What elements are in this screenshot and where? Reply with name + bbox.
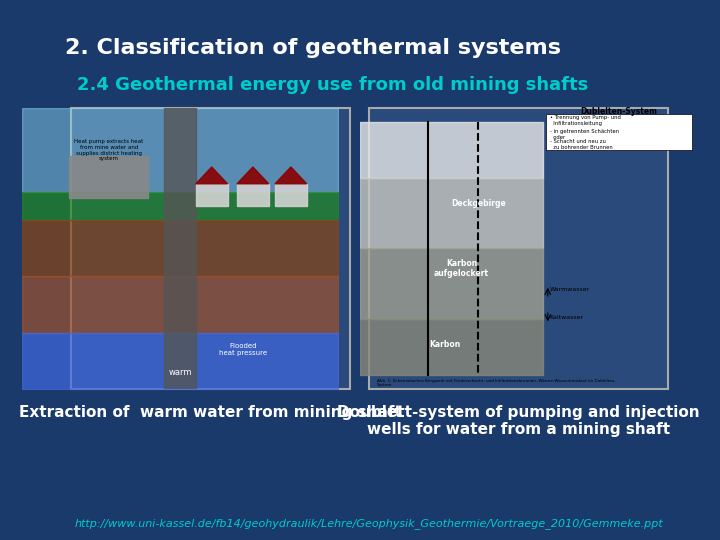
Text: http://www.uni-kassel.de/fb14/geohydraulik/Lehre/Geophysik_Geothermie/Vortraege_: http://www.uni-kassel.de/fb14/geohydraul…	[75, 518, 664, 529]
Polygon shape	[275, 167, 307, 184]
Bar	[164, 108, 196, 389]
FancyBboxPatch shape	[369, 108, 667, 389]
Text: Doublett-system of pumping and injection
wells for water from a mining shaft: Doublett-system of pumping and injection…	[337, 405, 700, 437]
Text: • Trennung von Pump- und
  Infiltrationsleitung: • Trennung von Pump- und Infiltrationsle…	[549, 115, 621, 126]
Text: Karbon: Karbon	[429, 340, 460, 349]
Bar	[69, 156, 148, 198]
Text: Warmwasser: Warmwasser	[549, 287, 590, 292]
Text: Heat pump extracts heat
from mine water and
supplies district heating
system: Heat pump extracts heat from mine water …	[74, 139, 143, 161]
Text: Abb. 1: Schematisches Bergwerk mit Förderschacht- und Infiltrationsbrunnen, Wärm: Abb. 1: Schematisches Bergwerk mit Förde…	[377, 379, 616, 387]
Bar	[196, 184, 228, 206]
Text: Deckgebirge: Deckgebirge	[451, 199, 506, 208]
Text: 2. Classification of geothermal systems: 2. Classification of geothermal systems	[65, 38, 561, 58]
FancyBboxPatch shape	[71, 108, 350, 389]
Bar	[546, 113, 692, 150]
Bar	[237, 184, 269, 206]
Bar	[275, 184, 307, 206]
Text: Flooded
heat pressure: Flooded heat pressure	[220, 343, 267, 356]
Text: Extraction of  warm water from mining shaft: Extraction of warm water from mining sha…	[19, 405, 402, 420]
Polygon shape	[196, 167, 228, 184]
Text: Kaltwasser: Kaltwasser	[549, 315, 584, 320]
Polygon shape	[237, 167, 269, 184]
Text: - in getrennten Schächten
  oder: - in getrennten Schächten oder	[549, 129, 618, 140]
Text: 2.4 Geothermal energy use from old mining shafts: 2.4 Geothermal energy use from old minin…	[77, 76, 588, 93]
Text: warm: warm	[168, 368, 192, 377]
Text: Dublelten-System: Dublelten-System	[580, 106, 657, 116]
Text: Karbon
aufgelockert: Karbon aufgelockert	[434, 259, 489, 279]
Text: - Schacht und neu zu
  zu bohrender Brunnen: - Schacht und neu zu zu bohrender Brunne…	[549, 139, 612, 150]
